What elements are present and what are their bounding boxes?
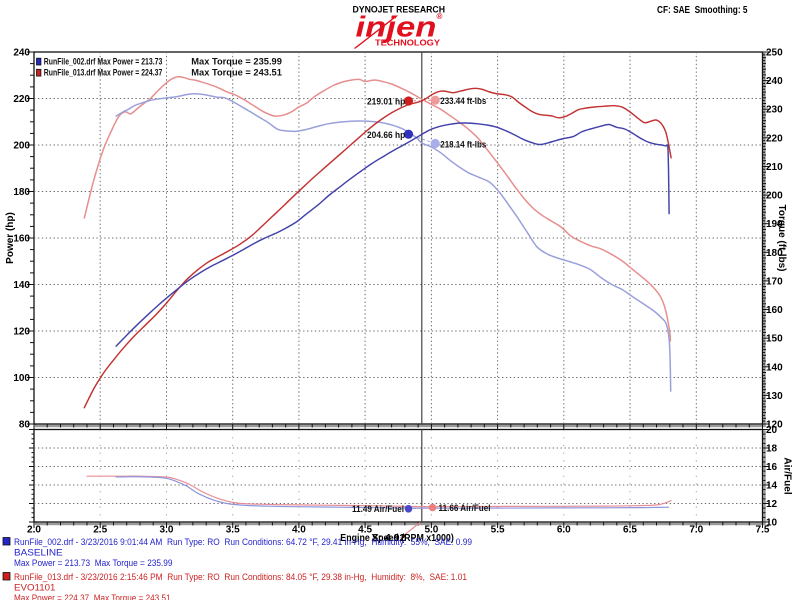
- svg-text:16: 16: [766, 462, 778, 473]
- svg-text:120: 120: [13, 327, 30, 338]
- svg-text:3.0: 3.0: [160, 524, 174, 535]
- svg-text:170: 170: [766, 276, 783, 287]
- svg-text:210: 210: [766, 162, 783, 173]
- svg-text:204.66 hp: 204.66 hp: [367, 130, 405, 141]
- svg-text:RunFile_013.drf - 3/23/2016 2:: RunFile_013.drf - 3/23/2016 2:15:46 PM R…: [14, 572, 467, 583]
- svg-text:200: 200: [766, 191, 783, 202]
- svg-text:240: 240: [766, 76, 783, 87]
- svg-text:3.5: 3.5: [226, 524, 240, 535]
- svg-text:220: 220: [13, 94, 30, 105]
- svg-text:Max Torque = 243.51: Max Torque = 243.51: [191, 68, 282, 79]
- svg-text:7.0: 7.0: [689, 524, 703, 535]
- svg-text:240: 240: [13, 48, 30, 59]
- svg-text:160: 160: [766, 305, 783, 316]
- svg-text:EVO1101: EVO1101: [14, 583, 55, 594]
- svg-text:233.44 ft-lbs: 233.44 ft-lbs: [440, 96, 486, 107]
- svg-text:TECHNOLOGY: TECHNOLOGY: [375, 39, 441, 48]
- svg-text:80: 80: [19, 420, 31, 431]
- svg-text:180: 180: [13, 187, 30, 198]
- svg-text:10: 10: [766, 518, 778, 529]
- svg-text:250: 250: [766, 48, 783, 59]
- svg-text:180: 180: [766, 248, 783, 259]
- svg-text:200: 200: [13, 141, 30, 152]
- svg-text:11.49 Air/Fuel: 11.49 Air/Fuel: [352, 504, 404, 515]
- svg-text:BASELINE: BASELINE: [14, 548, 63, 559]
- svg-text:190: 190: [766, 219, 783, 230]
- svg-text:Torque (ft-lbs): Torque (ft-lbs): [776, 204, 787, 271]
- svg-text:RunFile_002.drf - 3/23/2016 9:: RunFile_002.drf - 3/23/2016 9:01:44 AM R…: [14, 537, 472, 548]
- svg-text:RunFile_013.drf Max Power = 22: RunFile_013.drf Max Power = 224.37: [44, 68, 163, 79]
- svg-text:20: 20: [766, 425, 778, 436]
- svg-text:218.14 ft-lbs: 218.14 ft-lbs: [440, 139, 486, 150]
- svg-text:Power (hp): Power (hp): [5, 212, 16, 264]
- svg-text:4.5: 4.5: [358, 524, 372, 535]
- svg-text:6.5: 6.5: [623, 524, 637, 535]
- svg-text:CF: SAE Smoothing: 5: CF: SAE Smoothing: 5: [657, 4, 748, 16]
- svg-text:120: 120: [766, 420, 783, 431]
- svg-text:DYNOJET RESEARCH: DYNOJET RESEARCH: [353, 4, 446, 15]
- svg-text:5.5: 5.5: [491, 524, 505, 535]
- svg-text:Air/Fuel: Air/Fuel: [782, 457, 793, 494]
- svg-text:X: 4.92: X: 4.92: [372, 532, 406, 544]
- svg-text:Engine Speed (RPM x1000): Engine Speed (RPM x1000): [340, 532, 454, 544]
- svg-text:230: 230: [766, 105, 783, 116]
- svg-text:6.0: 6.0: [557, 524, 571, 535]
- svg-text:130: 130: [766, 391, 783, 402]
- svg-text:2.5: 2.5: [93, 524, 107, 535]
- svg-text:5.0: 5.0: [424, 524, 438, 535]
- svg-text:11.66 Air/Fuel: 11.66 Air/Fuel: [439, 503, 491, 514]
- svg-text:Max Torque = 235.99: Max Torque = 235.99: [191, 56, 282, 67]
- svg-text:Max Power = 213.73 Max Torque: Max Power = 213.73 Max Torque = 235.99: [14, 558, 173, 569]
- svg-text:150: 150: [766, 334, 783, 345]
- svg-text:160: 160: [13, 234, 30, 245]
- svg-text:Max Power = 224.37 Max Torque: Max Power = 224.37 Max Torque = 243.51: [14, 593, 171, 600]
- svg-text:RunFile_002.drf Max Power = 21: RunFile_002.drf Max Power = 213.73: [44, 56, 163, 67]
- svg-text:14: 14: [766, 481, 778, 492]
- svg-text:18: 18: [766, 444, 778, 455]
- svg-text:injen: injen: [356, 12, 437, 44]
- svg-text:220: 220: [766, 133, 783, 144]
- svg-text:100: 100: [13, 373, 30, 384]
- svg-text:140: 140: [13, 280, 30, 291]
- svg-text:219.01 hp: 219.01 hp: [367, 97, 405, 108]
- svg-text:®: ®: [437, 12, 443, 21]
- svg-text:140: 140: [766, 362, 783, 373]
- svg-text:12: 12: [766, 499, 778, 510]
- svg-text:4.0: 4.0: [292, 524, 306, 535]
- svg-text:2.0: 2.0: [27, 524, 41, 535]
- svg-text:7.5: 7.5: [756, 524, 770, 535]
